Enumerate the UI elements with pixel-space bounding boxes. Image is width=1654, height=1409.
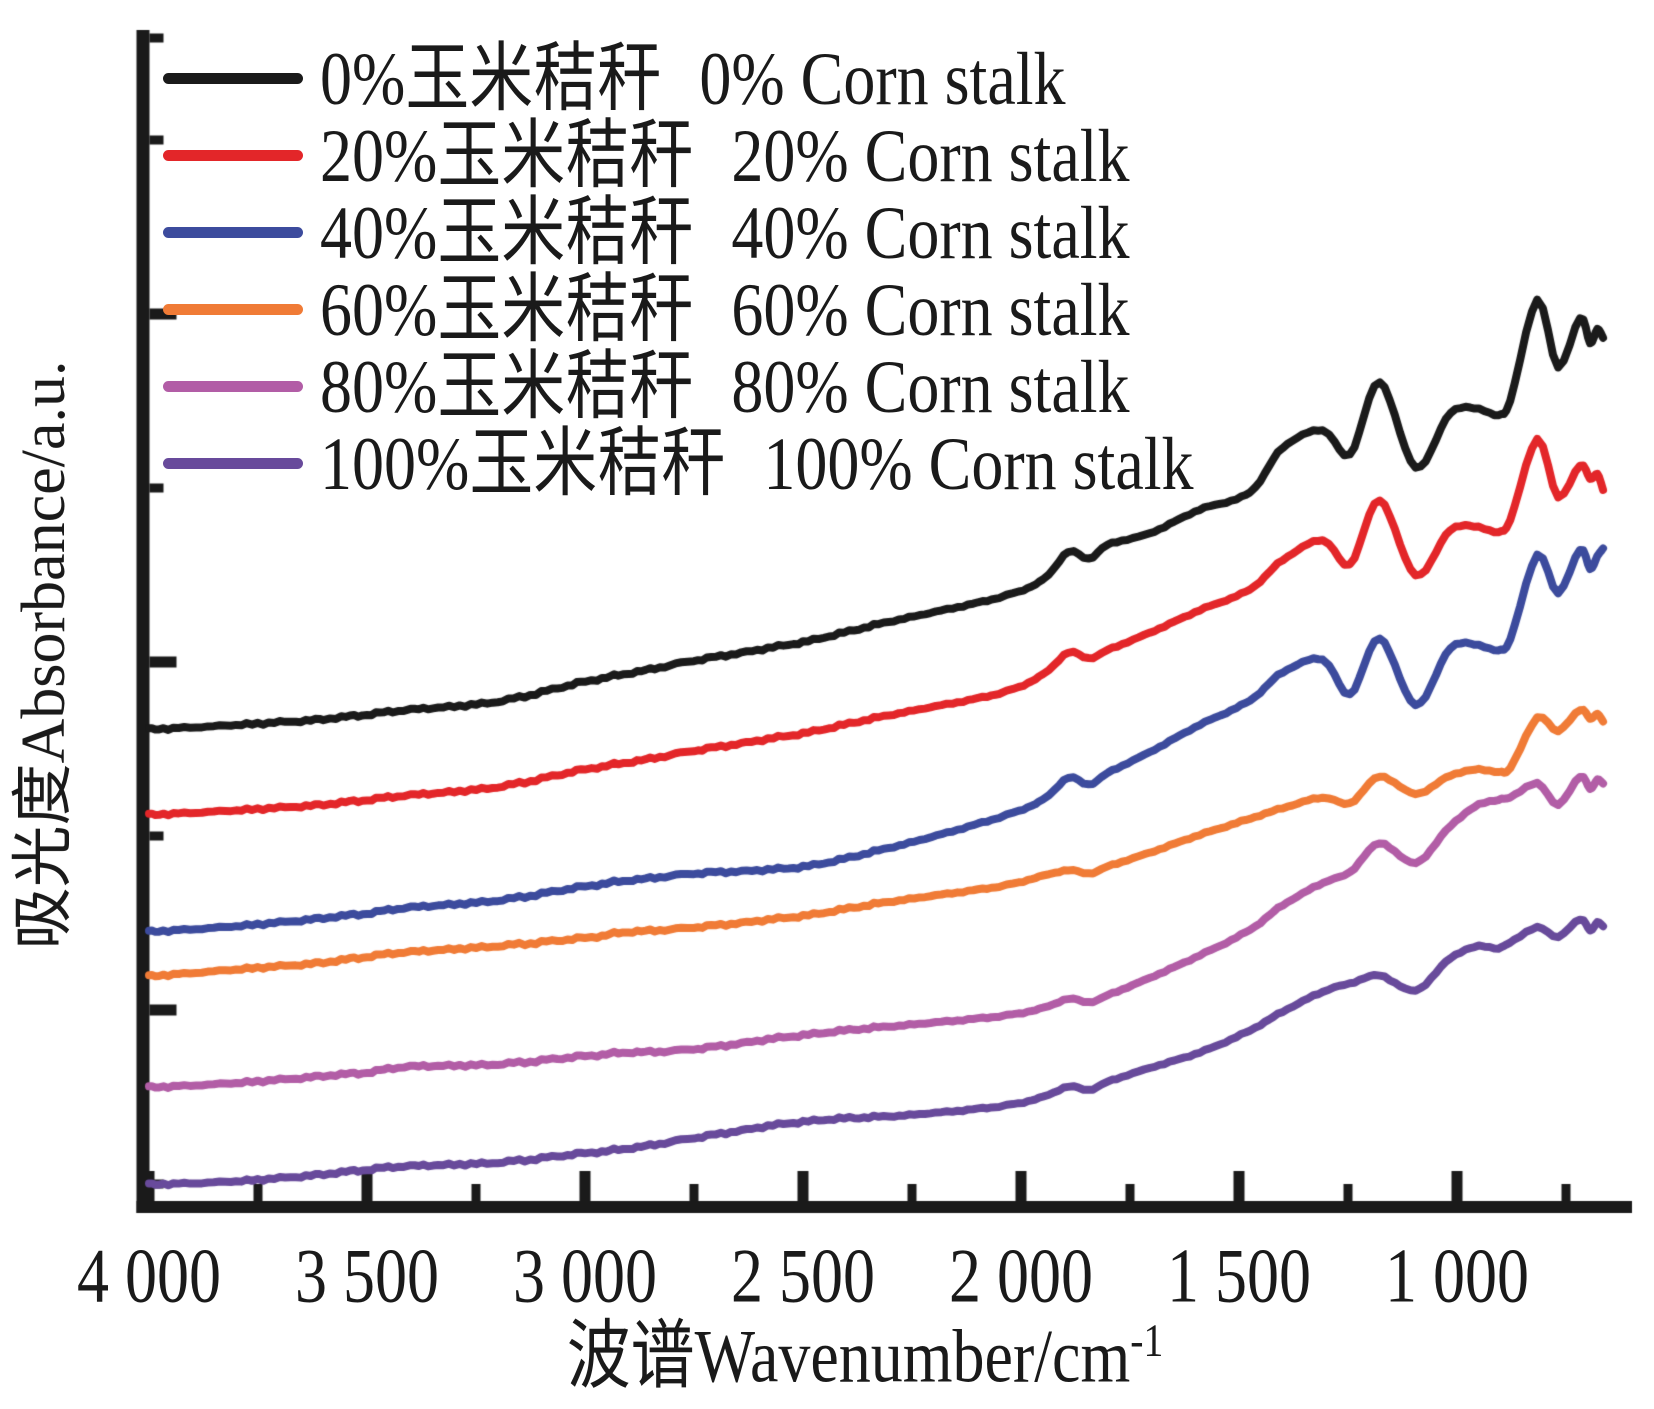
legend-line-swatch bbox=[163, 304, 303, 315]
legend-item: 60%玉米秸秆 60% Corn stalk bbox=[163, 271, 1194, 348]
x-axis-label-superscript: -1 bbox=[1130, 1314, 1164, 1367]
legend-label-en: 20% Corn stalk bbox=[731, 113, 1130, 197]
legend-label-cn: 40%玉米秸秆 bbox=[320, 190, 694, 274]
x-axis-tick-label: 1 000 bbox=[1385, 1233, 1529, 1319]
legend: 0%玉米秸秆 0% Corn stalk 20%玉米秸秆 20% Corn stalk… bbox=[163, 40, 1194, 502]
legend-item: 0%玉米秸秆 0% Corn stalk bbox=[163, 40, 1194, 117]
x-axis-tick-label: 4 000 bbox=[77, 1233, 221, 1319]
x-axis-label-text: 波谱Wavenumber/cm bbox=[566, 1314, 1131, 1399]
legend-label-cn: 80%玉米秸秆 bbox=[320, 344, 694, 428]
legend-label: 0%玉米秸秆 0% Corn stalk bbox=[320, 40, 1066, 117]
x-axis-tick-label: 1 500 bbox=[1167, 1233, 1311, 1319]
legend-item: 20%玉米秸秆 20% Corn stalk bbox=[163, 117, 1194, 194]
x-axis-tick-label: 3 000 bbox=[513, 1233, 657, 1319]
legend-label-en: 0% Corn stalk bbox=[699, 36, 1066, 120]
legend-label: 80%玉米秸秆 80% Corn stalk bbox=[320, 348, 1130, 425]
legend-line-swatch bbox=[163, 458, 303, 469]
legend-label-en: 80% Corn stalk bbox=[731, 344, 1130, 428]
legend-line-swatch bbox=[163, 150, 303, 161]
legend-label-cn: 60%玉米秸秆 bbox=[320, 267, 694, 351]
legend-label: 40%玉米秸秆 40% Corn stalk bbox=[320, 194, 1130, 271]
legend-label-en: 40% Corn stalk bbox=[731, 190, 1130, 274]
x-axis-tick-label: 2 500 bbox=[731, 1233, 875, 1319]
legend-label-cn: 0%玉米秸秆 bbox=[320, 36, 662, 120]
legend-label: 20%玉米秸秆 20% Corn stalk bbox=[320, 117, 1130, 194]
legend-label: 60%玉米秸秆 60% Corn stalk bbox=[320, 271, 1130, 348]
legend-label-cn: 20%玉米秸秆 bbox=[320, 113, 694, 197]
legend-item: 40%玉米秸秆 40% Corn stalk bbox=[163, 194, 1194, 271]
x-axis-tick-label: 3 500 bbox=[295, 1233, 439, 1319]
legend-line-swatch bbox=[163, 227, 303, 238]
x-axis-label: 波谱Wavenumber/cm-1 bbox=[567, 1317, 1164, 1394]
legend-label: 100%玉米秸秆 100% Corn stalk bbox=[320, 425, 1194, 502]
legend-label-en: 100% Corn stalk bbox=[763, 421, 1194, 505]
legend-line-swatch bbox=[163, 381, 303, 392]
legend-item: 100%玉米秸秆 100% Corn stalk bbox=[163, 425, 1194, 502]
y-axis-label: 吸光度Absorbance/a.u. bbox=[10, 360, 78, 950]
legend-label-cn: 100%玉米秸秆 bbox=[320, 421, 726, 505]
legend-line-swatch bbox=[163, 73, 303, 84]
legend-label-en: 60% Corn stalk bbox=[731, 267, 1130, 351]
x-axis-tick-label: 2 000 bbox=[949, 1233, 1093, 1319]
legend-item: 80%玉米秸秆 80% Corn stalk bbox=[163, 348, 1194, 425]
